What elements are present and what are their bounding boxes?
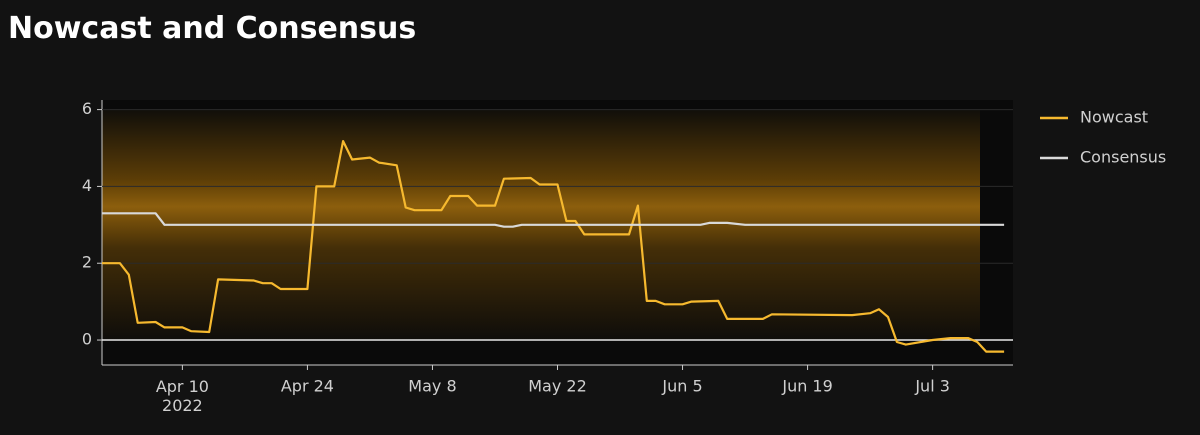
x-tick-label: Jun 19	[781, 377, 832, 396]
y-tick-label: 6	[82, 99, 92, 118]
x-tick-label: Jul 3	[914, 377, 950, 396]
legend-label: Nowcast	[1080, 108, 1148, 127]
legend-label: Consensus	[1080, 148, 1166, 167]
x-tick-label: May 22	[528, 377, 587, 396]
x-tick-label: Apr 10 2022	[156, 377, 209, 415]
x-tick-label: Apr 24	[281, 377, 334, 396]
y-tick-label: 2	[82, 253, 92, 272]
x-tick-label: Jun 5	[661, 377, 702, 396]
series-line	[102, 140, 1005, 353]
series-line	[102, 212, 1005, 228]
chart-title: Nowcast and Consensus	[8, 11, 416, 46]
x-tick-label: May 8	[408, 377, 456, 396]
y-tick-label: 0	[82, 330, 92, 349]
y-tick-label: 4	[82, 176, 92, 195]
